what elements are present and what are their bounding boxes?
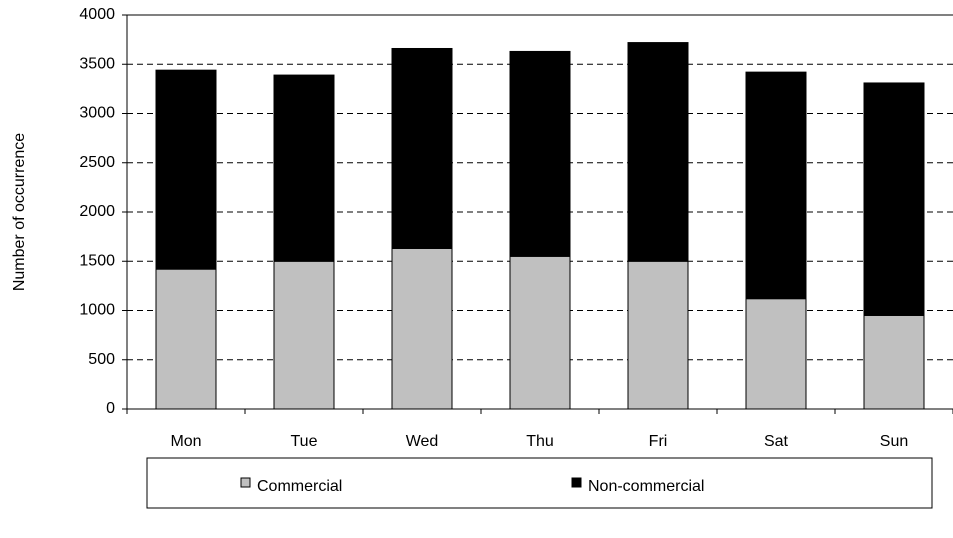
y-axis-label: Number of occurrence	[11, 133, 28, 291]
y-tick-label: 4000	[79, 6, 115, 23]
legend-marker	[240, 477, 251, 488]
x-tick-label: Sun	[880, 433, 908, 450]
bar-segment	[273, 74, 335, 262]
bar-segment	[155, 69, 217, 270]
y-tick-label: 0	[106, 400, 115, 417]
legend-box	[146, 457, 933, 509]
x-tick-label: Mon	[170, 433, 201, 450]
x-tick-label: Thu	[526, 433, 554, 450]
bar-segment	[863, 314, 925, 410]
y-tick-label: 3500	[79, 55, 115, 72]
y-tick-label: 2000	[79, 203, 115, 220]
bar-segment	[155, 268, 217, 410]
y-tick-label: 2500	[79, 154, 115, 171]
legend-marker	[571, 477, 582, 488]
y-tick-label: 1500	[79, 252, 115, 269]
bar-segment	[509, 255, 571, 410]
bar-segment	[745, 298, 807, 410]
x-tick-label: Sat	[764, 433, 789, 450]
bar-segment	[273, 260, 335, 410]
bar-segment	[863, 82, 925, 316]
bar-segment	[391, 247, 453, 410]
x-tick-label: Tue	[291, 433, 318, 450]
y-tick-label: 1000	[79, 302, 115, 319]
y-tick-label: 3000	[79, 105, 115, 122]
bar-segment	[627, 260, 689, 410]
y-tick-label: 500	[88, 351, 115, 368]
x-tick-label: Wed	[406, 433, 439, 450]
bar-segment	[391, 47, 453, 249]
legend-label: Non-commercial	[588, 478, 704, 495]
bar-segment	[745, 71, 807, 300]
x-tick-label: Fri	[649, 433, 668, 450]
legend-label: Commercial	[257, 478, 342, 495]
bar-segment	[627, 42, 689, 262]
bar-segment	[509, 50, 571, 257]
